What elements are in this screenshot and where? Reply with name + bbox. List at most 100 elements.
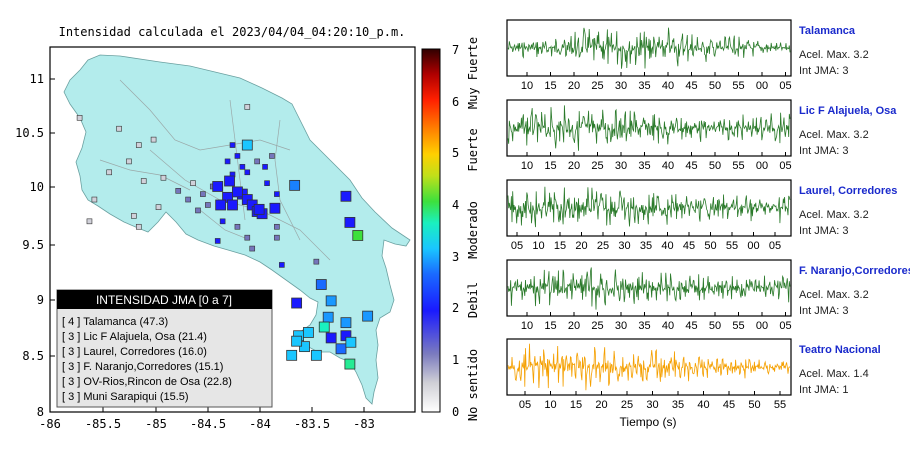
station-marker bbox=[313, 258, 320, 265]
y-tick: 8.5 bbox=[22, 349, 44, 363]
station-marker bbox=[175, 188, 182, 194]
waveform-tick: 35 bbox=[638, 320, 650, 332]
station-jma: Int JMA: 3 bbox=[799, 65, 849, 77]
waveform-tick: 30 bbox=[646, 399, 658, 411]
station-accel: Acel. Max. 3.2 bbox=[799, 49, 869, 61]
station-marker bbox=[303, 327, 314, 338]
waveform-panels: 10 15 20 25 30 35 40 45 50 55 00 05 Talamanca Acel. M… bbox=[506, 19, 910, 411]
legend-item: [ 3 ] Muni Sarapiqui (15.5) bbox=[62, 391, 189, 403]
station-marker bbox=[352, 230, 364, 241]
station-marker bbox=[315, 279, 327, 290]
x-tick: -86 bbox=[39, 417, 61, 431]
station-marker bbox=[254, 158, 260, 165]
station-marker bbox=[291, 297, 303, 309]
waveform-tick: 50 bbox=[704, 240, 716, 252]
station-marker bbox=[274, 223, 280, 230]
colorbar-tick: 4 bbox=[452, 198, 459, 212]
waveform-tick: 20 bbox=[575, 240, 587, 252]
legend-item: [ 3 ] F. Naranjo,Corredores (15.1) bbox=[62, 361, 223, 373]
station-marker bbox=[214, 238, 221, 244]
waveform-tick: 15 bbox=[554, 240, 566, 252]
station-marker bbox=[234, 223, 241, 230]
station-marker bbox=[150, 136, 157, 143]
waveform-tick: 50 bbox=[748, 399, 760, 411]
station-marker bbox=[140, 178, 147, 184]
waveform-tick: 05 bbox=[779, 80, 791, 92]
waveform-tick: 00 bbox=[756, 80, 768, 92]
map-x-ticks: -86 -85.5 -85 -84.5 -84 -83.5 -83 bbox=[39, 417, 375, 431]
colorbar-tick: 6 bbox=[452, 95, 459, 109]
x-tick: -83.5 bbox=[294, 417, 330, 431]
station-marker bbox=[91, 196, 98, 203]
station-marker bbox=[224, 158, 231, 165]
waveform-tick: 10 bbox=[532, 240, 544, 252]
y-tick: 10.5 bbox=[15, 126, 44, 140]
station-marker bbox=[224, 175, 235, 187]
waveform-tick: 00 bbox=[747, 240, 759, 252]
waveform-tick: 30 bbox=[615, 160, 627, 172]
station-jma: Int JMA: 3 bbox=[799, 145, 849, 157]
y-tick: 10 bbox=[30, 180, 44, 194]
waveform-tick: 10 bbox=[544, 399, 556, 411]
station-marker bbox=[155, 204, 162, 210]
legend-title: INTENSIDAD JMA [0 a 7] bbox=[96, 293, 232, 307]
legend-item: [ 3 ] Lic F Alajuela, Osa (21.4) bbox=[62, 331, 207, 343]
y-tick: 8 bbox=[37, 405, 44, 419]
waveform-tick: 25 bbox=[597, 240, 609, 252]
station-marker bbox=[229, 142, 236, 148]
waveform-tick: 40 bbox=[662, 80, 674, 92]
station-jma: Int JMA: 3 bbox=[799, 225, 849, 237]
waveform-tick: 20 bbox=[568, 160, 580, 172]
waveform-tick: 10 bbox=[521, 320, 533, 332]
station-accel: Acel. Max. 3.2 bbox=[799, 129, 869, 141]
x-tick: -85.5 bbox=[85, 417, 121, 431]
waveform-tick: 25 bbox=[591, 80, 603, 92]
waveform-tick: 35 bbox=[638, 160, 650, 172]
station-marker bbox=[289, 179, 301, 191]
map-tickmarks bbox=[50, 78, 365, 412]
waveform-tick: 10 bbox=[521, 80, 533, 92]
station-marker bbox=[344, 217, 356, 228]
map-y-ticks: 11 10.5 10 9.5 9 8.5 8 bbox=[15, 72, 44, 419]
station-marker bbox=[269, 202, 281, 214]
station-marker bbox=[269, 153, 275, 159]
waveform-trace bbox=[507, 267, 791, 310]
station-marker bbox=[264, 180, 270, 186]
station-marker bbox=[244, 169, 251, 176]
waveform-tick: 30 bbox=[615, 320, 627, 332]
station-marker bbox=[241, 139, 253, 151]
station-name: Teatro Nacional bbox=[799, 344, 881, 356]
station-marker bbox=[190, 180, 196, 186]
station-marker bbox=[135, 142, 142, 148]
waveform-tick: 35 bbox=[672, 399, 684, 411]
colorbar-label: Fuerte bbox=[466, 128, 480, 171]
colorbar-tick: 1 bbox=[452, 353, 459, 367]
waveform-panel: 10 15 20 25 30 35 40 45 50 55 00 05 Talamanca Acel. M… bbox=[506, 19, 869, 92]
waveform-tick: 15 bbox=[544, 160, 556, 172]
station-marker bbox=[249, 245, 256, 252]
colorbar-label: Moderado bbox=[466, 201, 480, 259]
waveform-tick: 00 bbox=[756, 320, 768, 332]
station-marker bbox=[286, 349, 298, 361]
station-name: Laurel, Corredores bbox=[799, 185, 897, 197]
station-name: Lic F Alajuela, Osa bbox=[799, 105, 897, 117]
waveform-tick: 35 bbox=[638, 80, 650, 92]
waveform-tick: 35 bbox=[640, 240, 652, 252]
waveform-panel: 05 10 15 20 25 30 35 40 45 50 55 Teatro Nacional Ace… bbox=[506, 338, 881, 411]
station-marker bbox=[205, 202, 211, 208]
station-marker bbox=[227, 199, 238, 211]
waveform-tick: 40 bbox=[662, 160, 674, 172]
station-marker bbox=[76, 115, 83, 121]
station-marker bbox=[274, 191, 280, 197]
colorbar-tick: 0 bbox=[452, 405, 459, 419]
waveform-tick: 50 bbox=[709, 160, 721, 172]
station-accel: Acel. Max. 3.2 bbox=[799, 209, 869, 221]
station-marker bbox=[219, 218, 226, 225]
waveform-panel: 10 15 20 25 30 35 40 45 50 55 00 05 Lic F Alajuela, … bbox=[506, 99, 897, 172]
station-marker bbox=[274, 234, 280, 241]
waveform-tick: 20 bbox=[568, 80, 580, 92]
station-marker bbox=[239, 164, 246, 170]
waveform-tick: 25 bbox=[621, 399, 633, 411]
x-tick: -85 bbox=[145, 417, 167, 431]
station-marker bbox=[212, 181, 224, 192]
